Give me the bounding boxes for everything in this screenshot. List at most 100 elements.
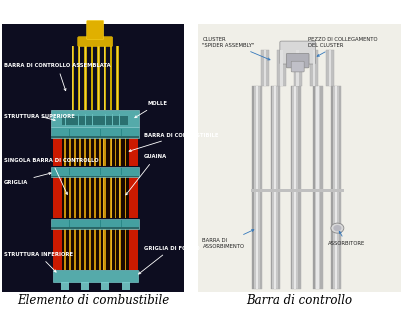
Bar (119, 177, 120, 218)
Bar (103, 229, 104, 270)
Bar (70, 229, 71, 270)
Bar (116, 46, 119, 110)
Bar (111, 177, 112, 218)
Bar (61, 281, 69, 290)
Bar (79, 229, 81, 270)
Bar (98, 46, 99, 110)
Bar (110, 46, 112, 110)
Bar (51, 227, 139, 229)
Bar (310, 50, 318, 86)
Bar (294, 50, 302, 86)
Bar (95, 138, 96, 166)
Text: ASSORBITORE: ASSORBITORE (328, 231, 365, 246)
Bar (261, 50, 269, 86)
Text: GRIGLIA DI FONDO: GRIGLIA DI FONDO (139, 246, 200, 274)
Bar (252, 86, 262, 289)
Bar (125, 138, 126, 166)
Text: SINGOLA BARRA DI CONTROLLO: SINGOLA BARRA DI CONTROLLO (4, 158, 99, 194)
Bar (120, 177, 122, 218)
Bar (111, 138, 112, 166)
Bar (69, 168, 70, 175)
Bar (316, 86, 319, 289)
Text: MOLLE: MOLLE (135, 101, 168, 118)
Bar (84, 46, 87, 110)
Bar (125, 177, 126, 218)
Bar (51, 136, 139, 138)
Bar (271, 86, 272, 289)
Bar (291, 86, 301, 289)
Bar (53, 177, 62, 218)
Bar (129, 177, 138, 218)
Text: GRIGLIA: GRIGLIA (4, 172, 51, 185)
Bar (62, 229, 129, 270)
Bar (104, 229, 106, 270)
Text: BARRA DI CONTROLLO ASSEMBLATA: BARRA DI CONTROLLO ASSEMBLATA (4, 63, 111, 91)
Bar (109, 138, 111, 166)
Bar (98, 114, 99, 126)
Bar (69, 177, 70, 218)
Bar (111, 229, 112, 270)
Bar (129, 138, 138, 166)
Bar (331, 86, 333, 289)
Bar (69, 138, 70, 166)
Bar (70, 177, 71, 218)
Bar (120, 229, 122, 270)
Bar (121, 220, 122, 227)
Text: STRUTTURA SUPERIORE: STRUTTURA SUPERIORE (4, 114, 75, 121)
Bar (100, 177, 101, 218)
Bar (112, 114, 113, 126)
Bar (104, 177, 106, 218)
Bar (313, 86, 315, 289)
Bar (84, 138, 86, 166)
Bar (339, 86, 341, 289)
Bar (79, 46, 80, 110)
Bar (278, 86, 280, 289)
Bar (74, 138, 76, 166)
Bar (298, 86, 301, 289)
Bar (122, 281, 130, 290)
Bar (121, 129, 122, 136)
Bar (69, 229, 70, 270)
Bar (120, 138, 122, 166)
Bar (104, 46, 106, 110)
Bar (51, 176, 139, 177)
Bar (64, 138, 66, 166)
Bar (101, 281, 109, 290)
Bar (84, 229, 86, 270)
Bar (264, 50, 266, 86)
FancyBboxPatch shape (51, 219, 139, 229)
FancyBboxPatch shape (78, 37, 113, 46)
Bar (335, 86, 337, 289)
Circle shape (331, 223, 344, 233)
Bar (78, 46, 81, 110)
Bar (121, 168, 122, 175)
Bar (85, 114, 86, 126)
Bar (62, 138, 129, 166)
Bar (78, 114, 79, 126)
Bar (256, 86, 258, 289)
FancyBboxPatch shape (51, 127, 139, 138)
Bar (115, 138, 116, 166)
Bar (198, 24, 401, 292)
Bar (74, 177, 76, 218)
FancyBboxPatch shape (286, 53, 309, 68)
Bar (79, 138, 81, 166)
Bar (320, 86, 323, 289)
Bar (100, 138, 101, 166)
Bar (79, 168, 80, 175)
Bar (100, 229, 101, 270)
Bar (62, 116, 128, 125)
Bar (104, 46, 105, 110)
Bar (79, 177, 81, 218)
Bar (103, 138, 104, 166)
FancyBboxPatch shape (87, 20, 104, 40)
Bar (329, 50, 331, 86)
FancyBboxPatch shape (280, 41, 315, 64)
Bar (62, 177, 129, 218)
Bar (69, 220, 70, 227)
Bar (70, 138, 71, 166)
FancyBboxPatch shape (53, 270, 138, 282)
Bar (274, 86, 276, 289)
Bar (92, 114, 93, 126)
Bar (94, 229, 96, 270)
